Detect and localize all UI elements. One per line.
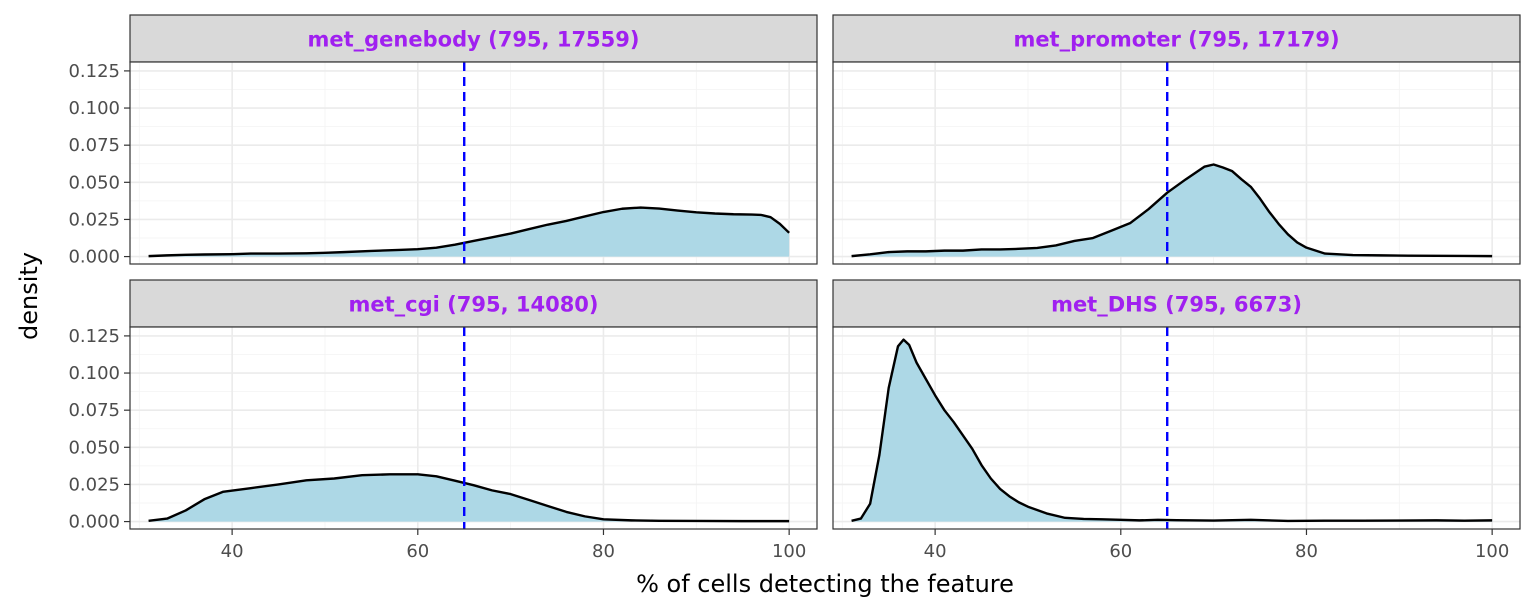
panel-border [832,326,1521,530]
facet-panel-2: met_promoter (795, 17179) [832,14,1521,265]
facet-strip-label: met_cgi (795, 14080) [348,293,598,317]
facet-panel-1: met_genebody (795, 17559) [129,14,818,265]
y-tick-label: 0.075 [68,135,120,156]
facet-strip [832,279,1521,328]
x-tick-label: 40 [221,541,244,562]
y-tick-label: 0.075 [68,400,120,421]
density-curve [851,338,1493,523]
facet-strip-label: met_promoter (795, 17179) [1013,28,1339,52]
y-tick-label: 0.000 [68,512,120,533]
x-tick-label: 100 [1475,541,1509,562]
density-area [148,207,790,257]
facet-strip [129,279,818,328]
panel-border [832,61,1521,265]
facet-strip-label: met_DHS (795, 6673) [1051,293,1302,317]
y-axis-title: density [15,252,43,340]
x-tick-label: 80 [1295,541,1318,562]
density-curve [148,473,790,523]
y-tick-label: 0.100 [68,98,120,119]
x-tick-label: 100 [772,541,806,562]
panel-border [129,326,818,530]
x-tick-label: 80 [592,541,615,562]
facet-panel-3: met_cgi (795, 14080) [129,279,818,530]
y-tick-label: 0.125 [68,326,120,347]
axes: 0.000 0.025 0.050 0.075 0.100 0.125 0.000 0.025… [68,61,1509,562]
x-tick-label: 60 [406,541,429,562]
y-tick-label: 0.050 [68,437,120,458]
facet-panels: met_genebody (795, 17559) met_promoter (7… [129,14,1521,530]
x-axis-title: % of cells detecting the feature [636,570,1014,598]
y-tick-label: 0.125 [68,61,120,82]
y-tick-label: 0.000 [68,247,120,268]
y-tick-label: 0.100 [68,363,120,384]
density-area [851,164,1493,257]
facet-strip [129,14,818,63]
y-tick-label: 0.025 [68,474,120,495]
x-tick-label: 60 [1109,541,1132,562]
panel-border [129,61,818,265]
facet-strip [832,14,1521,63]
density-area [148,474,790,522]
x-tick-label: 40 [924,541,947,562]
facet-strip-label: met_genebody (795, 17559) [307,28,639,52]
facet-panel-4: met_DHS (795, 6673) [832,279,1521,530]
density-area [851,339,1493,522]
density-curve [148,206,790,258]
y-tick-label: 0.050 [68,172,120,193]
density-curve [851,163,1493,258]
y-tick-label: 0.025 [68,209,120,230]
